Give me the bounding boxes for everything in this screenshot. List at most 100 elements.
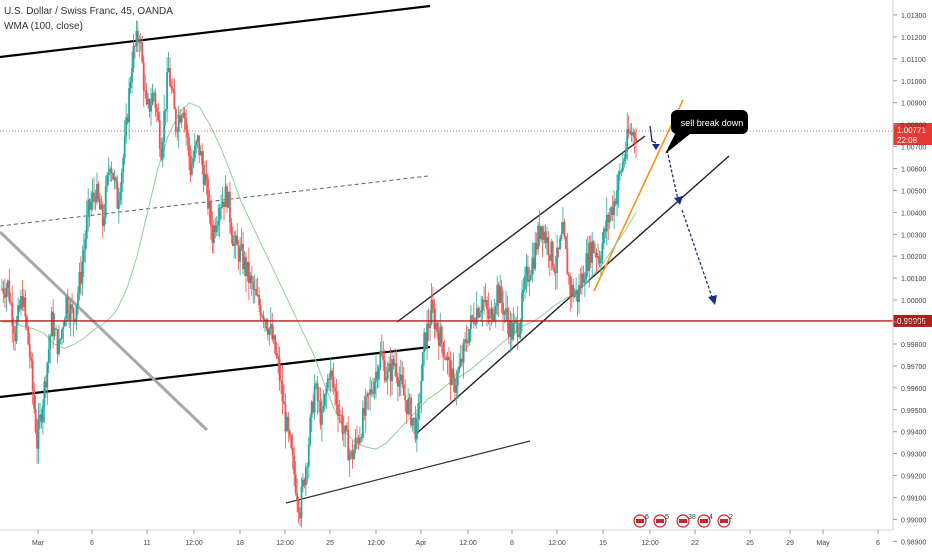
candle-up (212, 225, 215, 243)
forecast-arrows[interactable] (649, 125, 717, 305)
price-tick-label: 0.99000 (901, 517, 926, 524)
candle-down (357, 439, 360, 444)
candle-up (78, 271, 81, 293)
candle-up (350, 451, 353, 454)
candle-down (296, 492, 298, 501)
time-tick-label: 12:00 (548, 540, 566, 547)
candle-up (322, 405, 325, 410)
candle-down (148, 99, 151, 112)
candle-down (288, 430, 291, 437)
candle-up (269, 324, 272, 329)
candle-down (97, 184, 100, 199)
time-tick-label: May (816, 540, 830, 547)
candle-up (591, 241, 594, 263)
bottom-support-line[interactable] (285, 440, 531, 504)
candle-down (332, 376, 335, 388)
candle-down (265, 319, 268, 329)
candle-up (264, 319, 266, 321)
candle-up (81, 261, 84, 284)
orange-trendline[interactable] (593, 99, 684, 292)
candle-down (319, 400, 322, 425)
candle-down (271, 324, 274, 340)
candle-up (619, 171, 621, 175)
candle-down (548, 255, 551, 261)
event-marker[interactable]: 6 (633, 514, 649, 528)
annotation-text: sell break down (681, 118, 744, 128)
candle-down (183, 112, 186, 119)
trendlines[interactable] (0, 4, 730, 504)
candle-up (132, 45, 135, 68)
candle-up (581, 273, 583, 289)
channel-upper[interactable] (396, 135, 646, 323)
time-tick-label: 6 (876, 540, 880, 547)
forecast-arrow-1[interactable] (649, 125, 657, 144)
candle-up (624, 151, 627, 159)
candle-up (394, 363, 396, 366)
candle-up (386, 370, 389, 379)
event-marker[interactable]: 38 (676, 514, 696, 528)
candle-up (208, 201, 211, 209)
candle-down (201, 151, 204, 165)
dashed-midline[interactable] (0, 175, 429, 227)
candle-up (119, 191, 122, 201)
candle-down (226, 186, 228, 208)
forecast-arrow-2[interactable] (666, 149, 679, 201)
candle-down (142, 62, 145, 91)
grey-diagonal[interactable] (0, 230, 209, 432)
candle-up (218, 208, 221, 222)
callout-bubble[interactable] (665, 110, 748, 154)
candle-down (557, 247, 560, 249)
event-marker[interactable]: 4 (697, 514, 713, 528)
candle-up (490, 308, 493, 317)
candle-up (600, 259, 602, 264)
candle-up (556, 247, 559, 274)
lower-trendline[interactable] (0, 345, 431, 399)
candle-up (531, 257, 534, 276)
candle-down (280, 380, 282, 382)
candle-down (551, 241, 554, 267)
annotation-callout[interactable]: sell break down (665, 110, 748, 154)
candle-up (537, 225, 540, 250)
upper-trendline[interactable] (0, 4, 431, 59)
candle-down (404, 395, 407, 401)
candle-up (415, 419, 418, 440)
candle-down (284, 404, 287, 432)
candle-down (126, 117, 129, 123)
candle-up (605, 214, 608, 232)
candle-down (52, 311, 55, 337)
axes: 1.01300 1.01200 1.01100 1.01000 1.00900 1.008… (0, 0, 926, 547)
candle-down (567, 274, 570, 277)
candle-up (164, 109, 167, 112)
time-tick-label: 6 (90, 540, 94, 547)
candle-up (117, 200, 120, 209)
candle-up (60, 329, 63, 339)
candle-up (85, 217, 88, 240)
candle-up (494, 306, 497, 315)
candle-down (188, 137, 190, 157)
forecast-arrow-3[interactable] (681, 209, 714, 301)
candle-down (138, 42, 141, 43)
candle-down (154, 92, 157, 108)
candle-down (71, 304, 74, 309)
candle-down (410, 397, 412, 426)
candle-up (193, 145, 196, 159)
price-tick-label: 0.98900 (901, 539, 926, 546)
candle-down (160, 148, 163, 160)
event-marker[interactable]: 5 (653, 514, 669, 528)
candle-up (17, 305, 19, 322)
time-tick-label: Mar (32, 540, 45, 547)
event-markers[interactable]: 6 5 38 4 2 (633, 514, 733, 528)
candle-down (262, 315, 265, 320)
candle-down (436, 322, 439, 333)
candle-up (103, 217, 106, 227)
time-tick-label: 15 (599, 540, 607, 547)
candle-down (2, 288, 5, 295)
event-marker[interactable]: 2 (717, 514, 733, 528)
candle-up (227, 191, 230, 208)
candle-up (375, 371, 377, 382)
candle-down (440, 326, 443, 343)
candle-down (8, 280, 11, 302)
candle-up (272, 335, 275, 340)
candle-up (75, 305, 78, 320)
